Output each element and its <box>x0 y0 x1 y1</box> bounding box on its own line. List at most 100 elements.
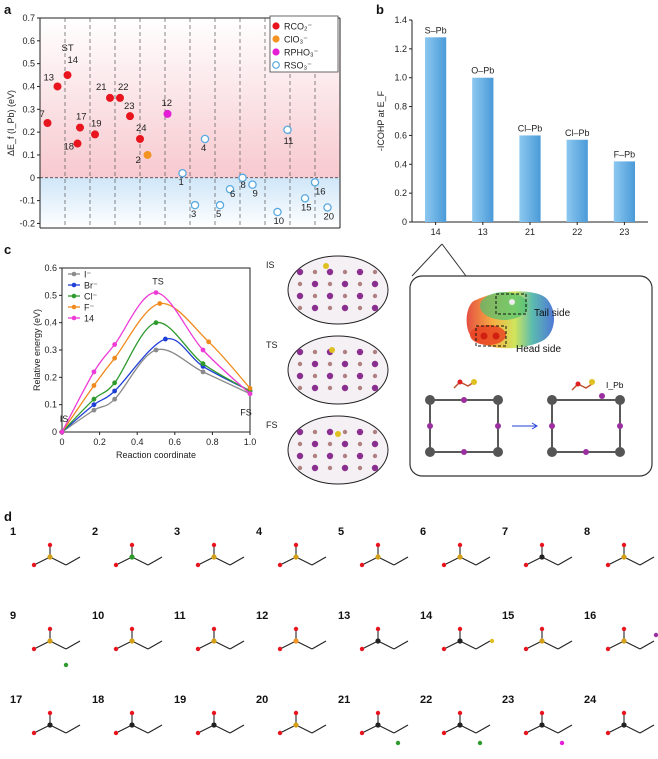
molecule-structure <box>441 542 491 568</box>
point-label: 16 <box>315 186 326 197</box>
bond <box>65 640 81 650</box>
y-tick-label: 0 <box>402 217 407 227</box>
point-label: 4 <box>201 143 206 154</box>
oxygen-atom <box>113 730 119 736</box>
series-point <box>157 301 163 306</box>
oxygen-atom <box>523 562 529 568</box>
y-tick-label: 0.2 <box>394 188 407 198</box>
bond <box>311 724 327 734</box>
oxygen-atom <box>293 542 299 548</box>
molecule-structure <box>359 542 409 568</box>
center-atom <box>211 722 217 728</box>
atom <box>297 305 303 311</box>
oxygen-atom <box>293 626 299 632</box>
atom <box>342 349 348 355</box>
molecule-structure <box>523 710 573 746</box>
molecule-number: 18 <box>92 694 104 706</box>
series-point <box>112 355 118 361</box>
point-label: 20 <box>324 211 335 222</box>
point-label: 12 <box>162 98 173 109</box>
series-line <box>61 291 251 433</box>
sulfur-atom <box>323 263 329 269</box>
y-tick-label: 0.8 <box>394 102 407 112</box>
lattice-before <box>425 379 503 457</box>
center-atom <box>211 554 217 560</box>
center-atom <box>621 638 627 644</box>
molecule-number: 8 <box>584 526 590 538</box>
oxygen-atom <box>605 730 611 736</box>
head-side-label: Head side <box>516 344 561 355</box>
atom <box>312 453 318 459</box>
bond <box>115 640 133 650</box>
oxygen-atom <box>129 626 135 632</box>
panel-c-inset: Tail side Head side I_Pb <box>409 243 653 477</box>
oxygen-atom <box>359 562 365 568</box>
oxygen-atom <box>211 710 217 716</box>
atom <box>327 281 333 287</box>
atom <box>371 440 379 448</box>
oxygen-atom <box>539 542 545 548</box>
series-point <box>112 380 118 386</box>
y-tick-label: 0.1 <box>22 150 35 160</box>
x-tick-label: 22 <box>572 227 582 237</box>
molecule-structure <box>31 626 81 668</box>
molecule-number: 19 <box>174 694 186 706</box>
data-point <box>76 123 84 132</box>
bond <box>33 640 51 650</box>
point-label: 15 <box>301 202 312 213</box>
bond <box>393 724 409 734</box>
bar <box>613 161 636 222</box>
bond <box>525 724 543 734</box>
molecule-structure <box>277 710 327 736</box>
y-tick-label: 0.4 <box>44 318 57 328</box>
atom <box>341 304 349 312</box>
bond <box>475 556 491 566</box>
chlorine-atom <box>395 740 401 746</box>
atom <box>372 429 378 435</box>
oxygen-atom <box>457 542 463 548</box>
center-atom <box>47 722 53 728</box>
bond <box>541 724 559 734</box>
molecule-structure <box>195 710 245 736</box>
data-point-rso3 <box>323 203 332 212</box>
x-tick-label: 0.2 <box>93 437 106 447</box>
molecule-number: 7 <box>502 526 508 538</box>
point-label: 2 <box>136 155 141 166</box>
molecule-structure <box>31 710 81 736</box>
atom <box>341 360 349 368</box>
point-label: 1 <box>179 177 184 188</box>
center-atom <box>539 638 545 644</box>
center-atom <box>47 554 53 560</box>
point-label: 21 <box>96 82 107 93</box>
atom <box>356 348 364 356</box>
atom <box>296 292 304 300</box>
bond <box>607 640 625 650</box>
molecule-number: 9 <box>10 610 16 622</box>
center-atom <box>539 554 545 560</box>
x-tick-label: 21 <box>525 227 535 237</box>
molecule-number: 23 <box>502 694 514 706</box>
atom <box>356 268 364 276</box>
bond <box>361 556 379 566</box>
oxygen-atom <box>129 710 135 716</box>
legend-label: I⁻ <box>84 270 92 280</box>
sulfur-atom <box>329 347 335 353</box>
oxygen-atom <box>621 710 627 716</box>
data-point-rso3 <box>310 178 320 187</box>
point-label: 14 <box>68 55 79 66</box>
atom <box>312 429 318 435</box>
bond <box>475 724 491 734</box>
legend-label: Cl⁻ <box>84 292 97 302</box>
atom <box>342 293 348 299</box>
oxygen-atom <box>129 542 135 548</box>
y-tick-label: -0.1 <box>19 196 35 206</box>
oxygen-atom <box>359 730 365 736</box>
atom <box>311 280 319 288</box>
bond <box>147 556 163 566</box>
oxygen-atom <box>539 626 545 632</box>
oxygen-atom <box>195 646 201 652</box>
molecule-number: 13 <box>338 610 350 622</box>
bond <box>607 556 625 566</box>
data-point-rso3 <box>225 184 235 194</box>
y-tick-label: 0.2 <box>22 127 35 137</box>
